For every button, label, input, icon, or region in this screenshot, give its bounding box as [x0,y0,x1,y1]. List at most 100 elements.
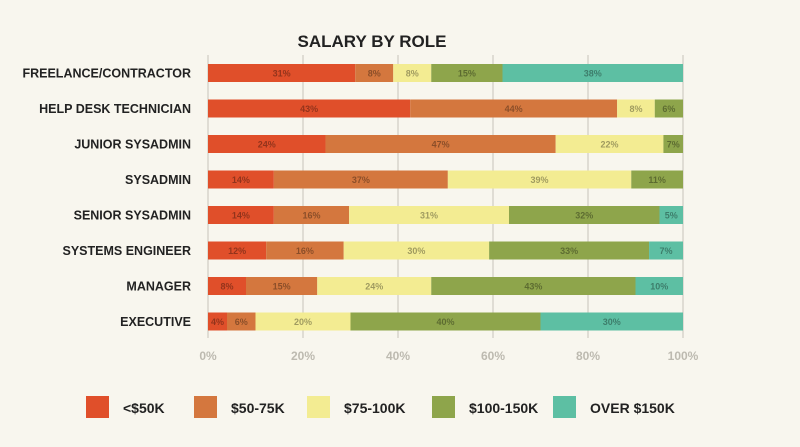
data-label: 30% [407,246,425,256]
bar-segment [208,277,246,295]
data-label: 43% [524,282,542,292]
data-label: 10% [650,282,668,292]
bar-segment [431,64,503,82]
bar-segment [208,241,267,260]
bar-segment [273,206,350,224]
category-label: FREELANCE/CONTRACTOR [22,67,191,81]
data-label: 30% [603,317,621,327]
data-label: 14% [232,211,250,221]
bar-segment [617,99,655,118]
category-label: SENIOR SYSADMIN [74,209,191,223]
legend-label: OVER $150K [590,400,675,416]
bar-segment [663,135,683,153]
legend: <$50K $50-75K $75-100K $100-150K OVER $150K [86,396,675,418]
bar-segment [208,312,227,331]
bar-segment [508,206,660,224]
x-tick-label: 0% [199,349,217,363]
data-label: 14% [232,175,250,185]
data-label: 8% [406,69,419,79]
chart-title: SALARY BY ROLE [298,32,447,51]
data-label: 39% [531,175,549,185]
bar-segment [246,277,318,295]
data-label: 24% [258,140,276,150]
bar-segment [350,312,541,331]
bar-segment [355,64,394,82]
data-label: 38% [584,69,602,79]
data-label: 22% [601,140,619,150]
legend-label: $75-100K [344,400,406,416]
bars: 31% 8% 8% 15% 38% 43% 44% 8% 6% 24% 47% 22% 7% 14% 37%… [208,64,683,331]
data-label: 12% [228,246,246,256]
legend-swatch [194,396,217,418]
data-label: 44% [505,104,523,114]
data-label: 31% [420,211,438,221]
data-label: 8% [368,69,381,79]
data-label: 8% [629,104,642,114]
bar-segment [431,277,636,295]
x-axis-ticks: 0% 20% 40% 60% 80% 100% [199,349,698,363]
bar-segment [631,170,683,189]
bar-segment [317,277,432,295]
x-tick-label: 80% [576,349,600,363]
bar-segment [447,170,632,189]
category-labels: FREELANCE/CONTRACTOR HELP DESK TECHNICIAN… [22,67,191,330]
legend-swatch [432,396,455,418]
category-label: MANAGER [126,280,191,294]
data-label: 5% [665,211,678,221]
bar-segment [208,206,274,224]
bar-segment [654,99,683,118]
bar-segment [540,312,683,331]
legend-label: $100-150K [469,400,538,416]
data-label: 33% [560,246,578,256]
category-label: SYSADMIN [125,173,191,187]
bar-segment [410,99,618,118]
bar-segment [208,170,274,189]
data-label: 43% [300,104,318,114]
bar-segment [325,135,556,153]
bar-segment [255,312,351,331]
data-label: 7% [660,246,673,256]
data-label: 16% [296,246,314,256]
data-label: 24% [365,282,383,292]
data-label: 16% [302,211,320,221]
category-label: JUNIOR SYSADMIN [74,138,191,152]
data-label: 32% [575,211,593,221]
data-label: 31% [273,69,291,79]
data-label: 15% [458,69,476,79]
data-label: 7% [667,140,680,150]
x-tick-label: 40% [386,349,410,363]
category-label: EXECUTIVE [120,315,191,329]
data-label: 6% [662,104,675,114]
bar-segment [208,64,356,82]
bar-segment [343,241,490,260]
bar-segment [555,135,664,153]
category-label: HELP DESK TECHNICIAN [39,102,191,116]
bar-segment [649,241,683,260]
bar-segment [393,64,432,82]
data-label: 11% [648,175,666,185]
x-tick-label: 60% [481,349,505,363]
bar-segment [208,135,326,153]
legend-label: <$50K [123,400,165,416]
bar-segment [349,206,509,224]
legend-swatch [553,396,576,418]
x-tick-label: 20% [291,349,315,363]
data-label: 15% [273,282,291,292]
bar-segment [489,241,650,260]
legend-swatch [307,396,330,418]
bar-segment [208,99,411,118]
data-label: 47% [432,140,450,150]
data-label: 20% [294,317,312,327]
bar-segment [659,206,683,224]
data-label: 6% [235,317,248,327]
legend-swatch [86,396,109,418]
bar-segment [227,312,256,331]
data-label: 37% [352,175,370,185]
grid [207,55,684,338]
data-label: 4% [211,317,224,327]
x-tick-label: 100% [668,349,699,363]
data-label: 8% [220,282,233,292]
legend-label: $50-75K [231,400,285,416]
data-label: 40% [436,317,454,327]
